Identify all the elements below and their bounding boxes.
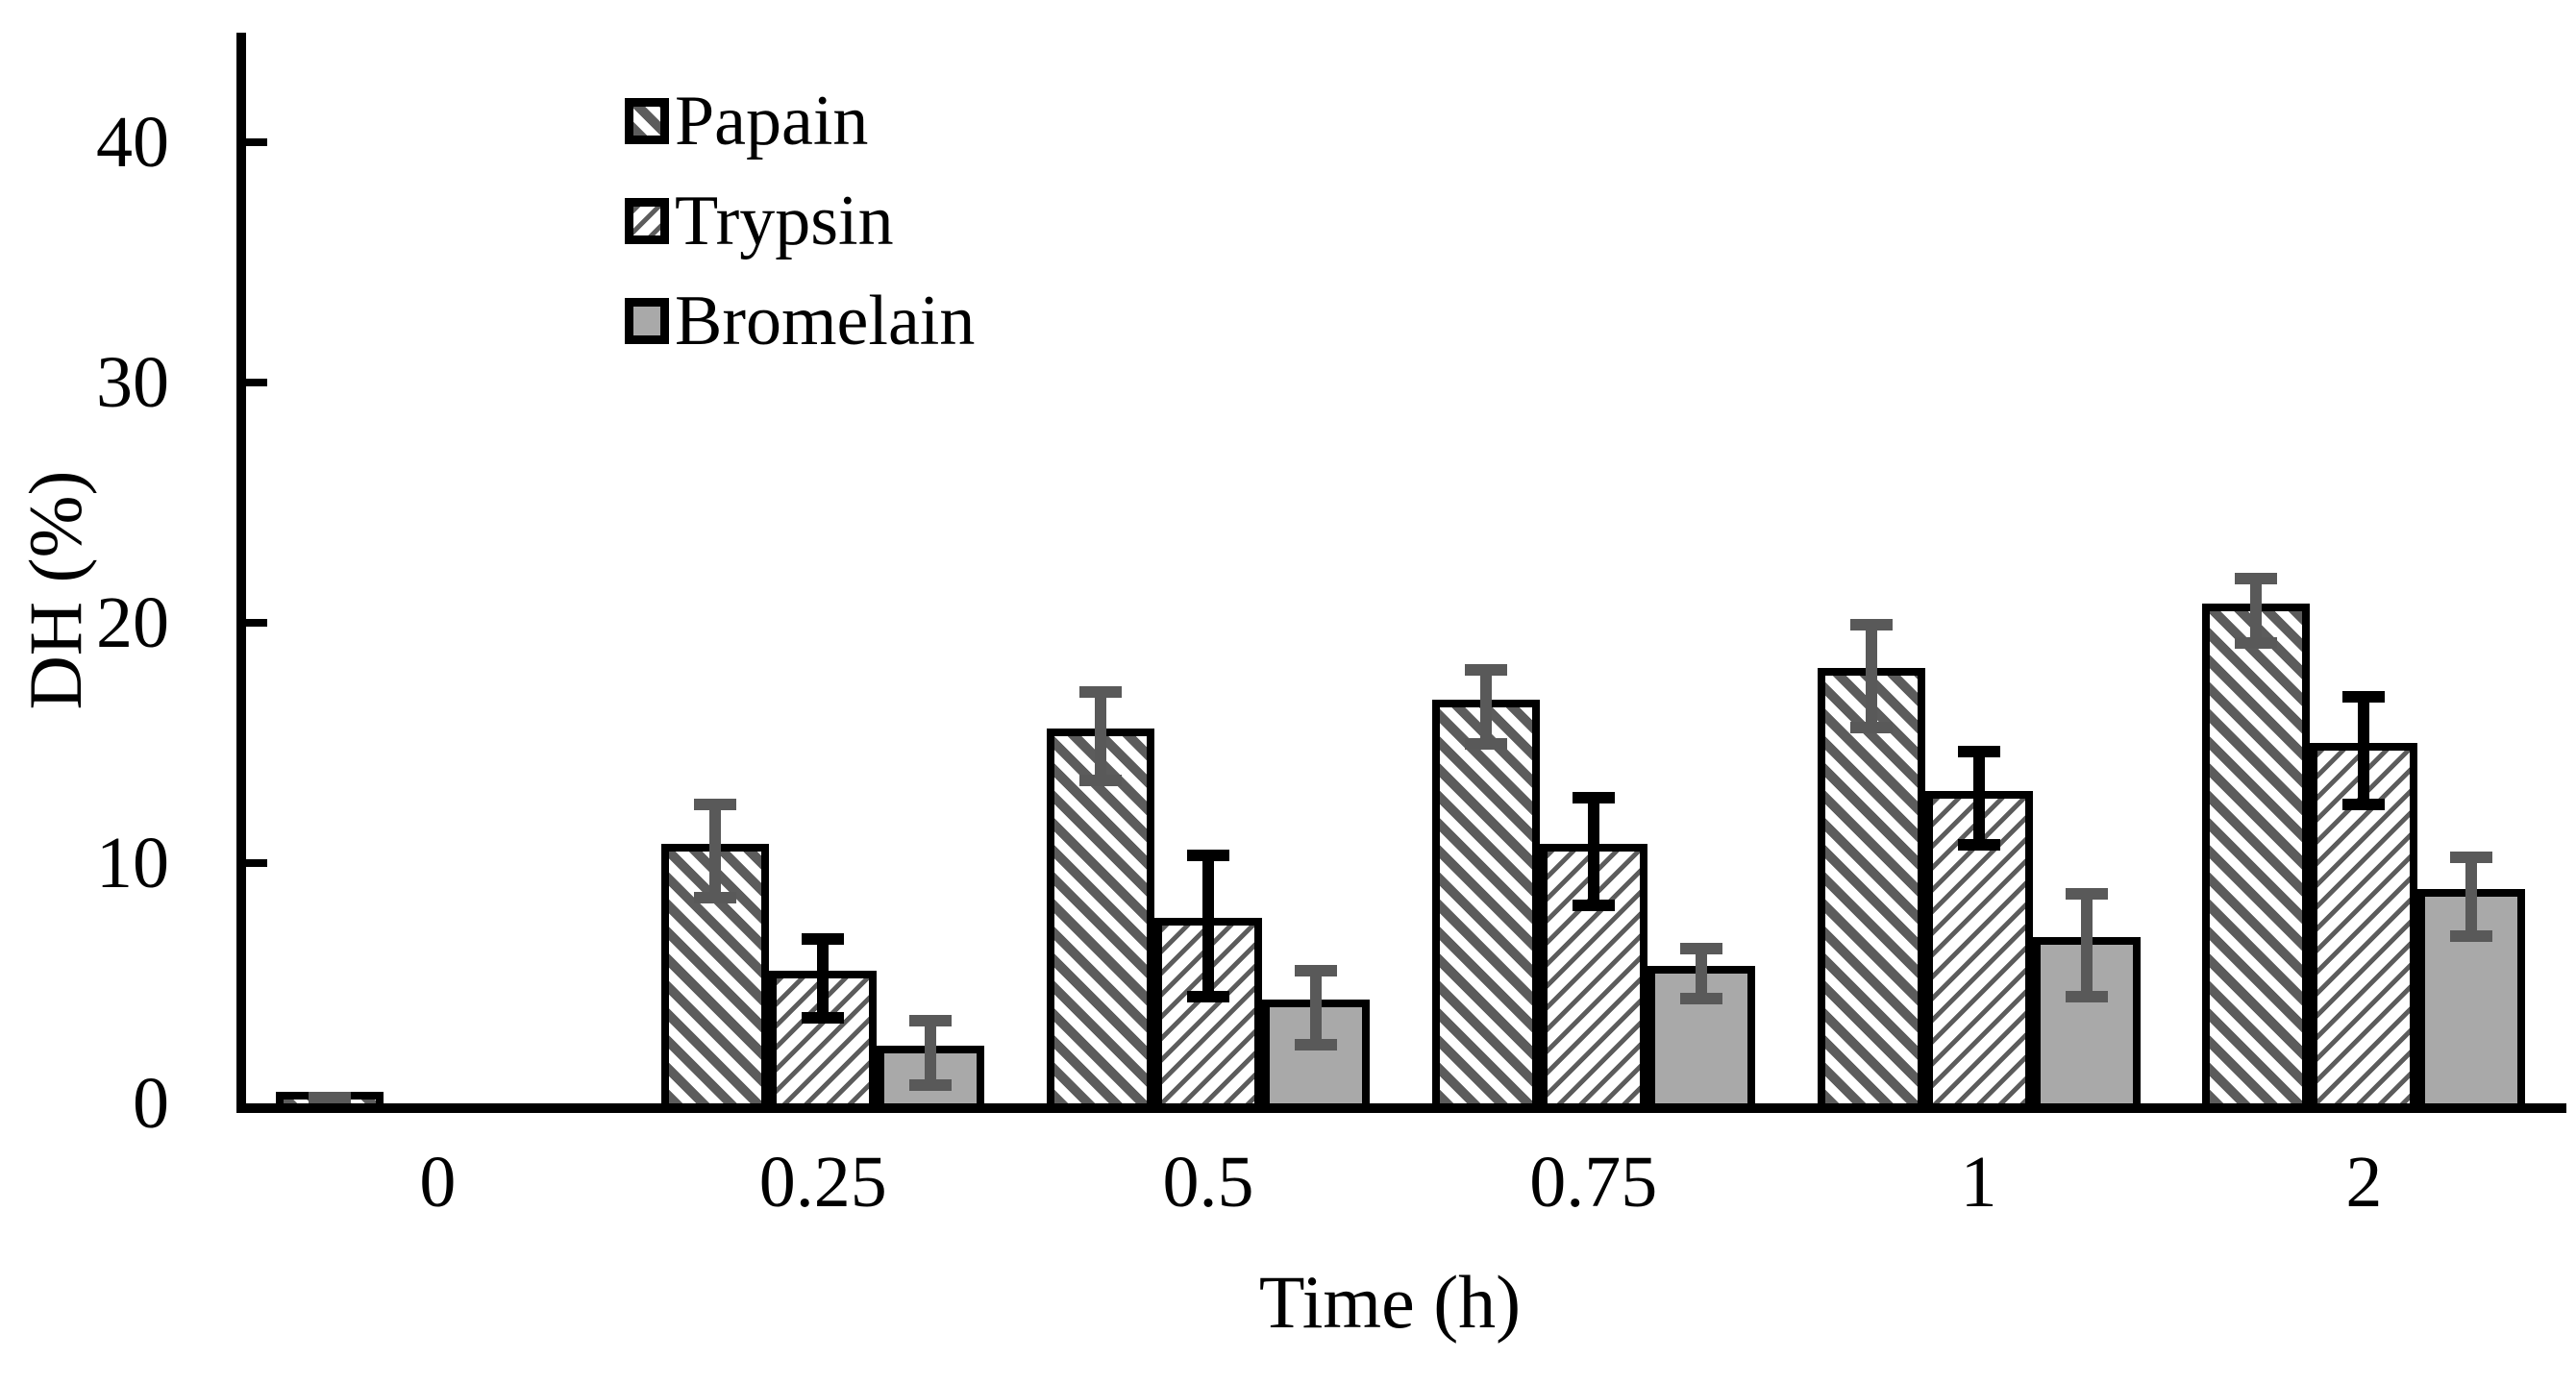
- error-cap-bottom-bromelain-0.25: [909, 1079, 953, 1091]
- error-cap-bottom-bromelain-2: [2450, 930, 2493, 942]
- y-tick-20: [246, 619, 267, 627]
- error-cap-top-papain-2: [2235, 573, 2278, 584]
- legend-swatch-papain: [625, 98, 669, 144]
- x-axis-title: Time (h): [1258, 1260, 1522, 1344]
- error-cap-top-trypsin-2: [2342, 690, 2386, 703]
- error-cap-bottom-bromelain-0.5: [1295, 1038, 1337, 1050]
- error-stem-bromelain-0.25: [925, 1017, 937, 1089]
- error-stem-bromelain-1: [2080, 889, 2093, 1001]
- error-stem-trypsin-2: [2358, 692, 2370, 808]
- error-cap-top-bromelain-2: [2450, 852, 2493, 863]
- error-cap-top-bromelain-0.25: [909, 1015, 953, 1026]
- error-stem-bromelain-0.5: [1310, 966, 1322, 1049]
- bar-papain-1: [1817, 668, 1925, 1103]
- legend-item-trypsin: Trypsin: [625, 171, 975, 271]
- x-tick-label-2: 2: [2345, 1142, 2383, 1223]
- error-cap-bottom-trypsin-0.25: [802, 1012, 845, 1024]
- error-stem-papain-0.25: [709, 801, 722, 902]
- error-cap-top-trypsin-0.75: [1572, 791, 1615, 803]
- error-cap-bottom-bromelain-1: [2065, 990, 2108, 1002]
- y-tick-label-20: 20: [96, 582, 169, 663]
- legend-label-bromelain: Bromelain: [675, 282, 976, 360]
- error-cap-top-bromelain-0.75: [1679, 943, 1722, 954]
- y-axis-line: [236, 33, 246, 1113]
- error-stem-bromelain-2: [2465, 853, 2478, 940]
- x-tick-label-0.5: 0.5: [1162, 1142, 1254, 1223]
- error-cap-bottom-papain-0.75: [1464, 738, 1507, 750]
- error-cap-top-trypsin-0.25: [802, 933, 845, 945]
- legend: Papain Trypsin Bromelain: [625, 71, 975, 371]
- error-stem-papain-1: [1865, 620, 1877, 731]
- error-stem-papain-0.5: [1095, 687, 1106, 784]
- error-cap-top-trypsin-0.5: [1187, 849, 1229, 861]
- bar-trypsin-0.5: [1154, 918, 1262, 1103]
- error-cap-top-bromelain-1: [2065, 887, 2108, 900]
- bar-papain-0.75: [1431, 699, 1540, 1103]
- error-cap-top-trypsin-1: [1957, 746, 2000, 757]
- error-cap-bottom-trypsin-1: [1957, 839, 2000, 851]
- error-cap-bottom-papain-2: [2235, 637, 2278, 649]
- error-cap-top-papain-0.25: [694, 799, 737, 810]
- error-cap-top-papain-0.5: [1079, 685, 1122, 698]
- bar-trypsin-0.75: [1539, 843, 1647, 1103]
- y-tick-40: [246, 138, 267, 146]
- error-stem-trypsin-0.5: [1202, 851, 1214, 1001]
- error-stem-trypsin-1: [1972, 748, 1985, 849]
- bar-papain-2: [2202, 603, 2311, 1103]
- legend-item-bromelain: Bromelain: [625, 271, 975, 371]
- error-cap-bottom-papain-0.5: [1079, 774, 1122, 786]
- legend-swatch-bromelain: [625, 298, 669, 344]
- error-cap-bottom-trypsin-0.5: [1187, 990, 1229, 1002]
- y-tick-30: [246, 379, 267, 386]
- legend-label-trypsin: Trypsin: [675, 182, 894, 260]
- y-tick-10: [246, 859, 267, 867]
- y-tick-label-0: 0: [133, 1063, 169, 1144]
- error-stem-trypsin-0.25: [817, 935, 830, 1022]
- x-tick-label-1: 1: [1960, 1142, 1997, 1223]
- x-tick-label-0: 0: [419, 1142, 457, 1223]
- error-cap-top-papain-0.75: [1464, 664, 1507, 676]
- error-cap-top-bromelain-0.5: [1295, 964, 1337, 976]
- error-cap-bottom-bromelain-0.75: [1679, 993, 1722, 1004]
- error-cap-bottom-papain-1: [1849, 721, 1893, 733]
- legend-item-papain: Papain: [625, 71, 975, 171]
- error-cap-bottom-trypsin-0.75: [1572, 899, 1615, 911]
- error-stem-papain-0.75: [1479, 666, 1492, 748]
- error-cap-top-papain-0: [309, 1092, 352, 1103]
- y-tick-label-30: 30: [96, 342, 169, 423]
- error-stem-bromelain-0.75: [1695, 945, 1707, 1002]
- error-cap-bottom-trypsin-2: [2342, 798, 2386, 810]
- error-stem-papain-2: [2250, 575, 2263, 647]
- legend-label-papain: Papain: [675, 82, 869, 161]
- legend-swatch-trypsin: [625, 198, 669, 244]
- x-tick-label-0.75: 0.75: [1529, 1142, 1658, 1223]
- y-tick-label-10: 10: [96, 823, 169, 903]
- error-stem-trypsin-0.75: [1587, 793, 1599, 909]
- y-tick-label-40: 40: [96, 102, 169, 183]
- error-cap-bottom-papain-0.25: [694, 892, 737, 903]
- error-cap-top-papain-1: [1849, 618, 1893, 630]
- x-tick-label-0.25: 0.25: [758, 1142, 887, 1223]
- x-axis-line: [236, 1103, 2566, 1113]
